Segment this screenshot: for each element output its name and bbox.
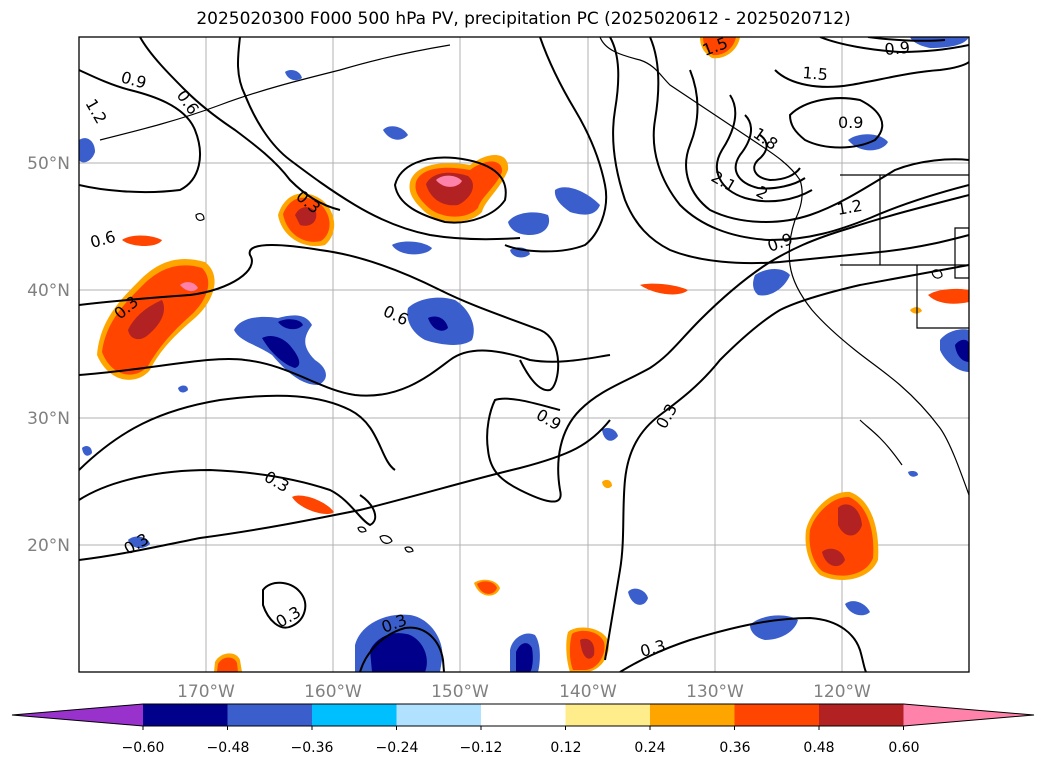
colorbar-segment xyxy=(312,704,397,726)
coastlines xyxy=(99,37,969,553)
colorbar-tick-label: −0.36 xyxy=(291,740,334,756)
colorbar-tick-label: 0.12 xyxy=(550,740,581,756)
lon-label: 170°W xyxy=(177,682,235,702)
colorbar-extend-max xyxy=(903,704,1034,726)
colorbar-tick-label: −0.60 xyxy=(122,740,165,756)
contour-label: 1.2 xyxy=(835,196,863,219)
pv-contours xyxy=(79,37,969,672)
colorbar-segment xyxy=(819,704,904,726)
colorbar-segment xyxy=(734,704,820,726)
lat-labels: 50°N 40°N 30°N 20°N xyxy=(27,154,70,556)
contour-label: 1.5 xyxy=(802,63,829,84)
colorbar-tick-label: −0.12 xyxy=(460,740,503,756)
colorbar-segment xyxy=(481,704,566,726)
lat-label: 20°N xyxy=(27,536,70,556)
colorbar-tick-label: 0.36 xyxy=(719,740,750,756)
colorbar-tick-label: 0.60 xyxy=(888,740,919,756)
contour-label: 0.9 xyxy=(884,38,911,59)
chart-title: 2025020300 F000 500 hPa PV, precipitatio… xyxy=(196,9,851,29)
colorbar xyxy=(11,703,1035,730)
lon-label: 160°W xyxy=(304,682,362,702)
lon-label: 120°W xyxy=(813,682,871,702)
contour-label: 0.9 xyxy=(838,113,863,132)
colorbar-tick-label: 0.24 xyxy=(634,740,665,756)
colorbar-tick-label: 0.48 xyxy=(803,740,834,756)
colorbar-segment xyxy=(227,704,313,726)
colorbar-extend-min xyxy=(12,704,143,726)
lat-label: 50°N xyxy=(27,154,70,174)
colorbar-segment xyxy=(396,704,482,726)
colorbar-segment xyxy=(565,704,651,726)
colorbar-segment xyxy=(143,704,228,726)
lat-label: 40°N xyxy=(27,281,70,301)
lat-label: 30°N xyxy=(27,409,70,429)
colorbar-segment xyxy=(650,704,735,726)
precip-negative xyxy=(79,37,969,672)
lon-label: 130°W xyxy=(686,682,744,702)
colorbar-tick-label: −0.48 xyxy=(207,740,250,756)
plot-frame xyxy=(78,36,970,673)
lon-labels: 170°W 160°W 150°W 140°W 130°W 120°W xyxy=(177,682,871,702)
colorbar-tick-label: −0.24 xyxy=(376,740,419,756)
lon-label: 140°W xyxy=(559,682,617,702)
colorbar-ticks: −0.60 −0.48 −0.36 −0.24 −0.12 0.12 0.24 … xyxy=(122,740,920,756)
precip-positive xyxy=(97,37,969,672)
lon-label: 150°W xyxy=(431,682,489,702)
